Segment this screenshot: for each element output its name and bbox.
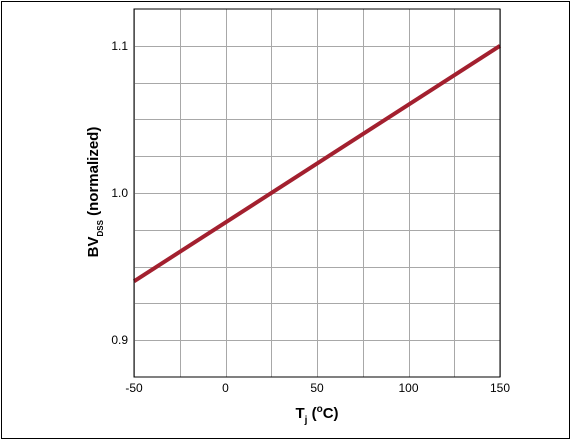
tick-labels: -50 0 50 100 150 0.9 1.0 1.1 (111, 39, 510, 395)
x-tick-label: 100 (398, 381, 418, 395)
x-tick-label: 150 (490, 381, 510, 395)
series-line (132, 44, 502, 283)
x-tick-label: -50 (125, 381, 143, 395)
series-layer (132, 44, 502, 283)
grid (134, 9, 501, 377)
y-axis-title: BVDSS (normalized) (85, 127, 105, 258)
plot-area (133, 8, 501, 378)
y-tick-label: 0.9 (111, 333, 128, 347)
y-tick-label: 1.1 (111, 39, 128, 53)
x-tick-label: 0 (222, 381, 229, 395)
y-tick-label: 1.0 (111, 186, 128, 200)
x-tick-label: 50 (310, 381, 324, 395)
x-axis-title: Tj (oC) (295, 404, 338, 426)
